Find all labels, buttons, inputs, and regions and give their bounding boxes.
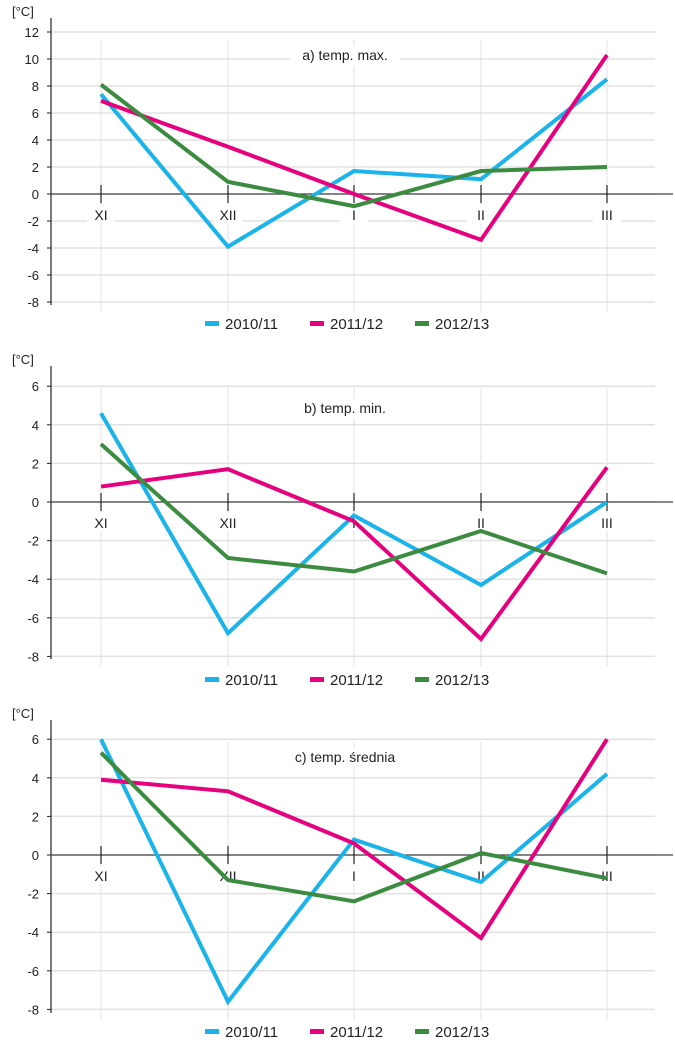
y-axis-label: [°C]: [12, 4, 34, 19]
x-tick-label: III: [601, 868, 613, 884]
x-label-bg: [87, 513, 115, 531]
title-bg: [290, 46, 400, 66]
x-tick-label: I: [352, 207, 356, 223]
x-label-bg: [593, 866, 621, 884]
y-tick-label: 2: [32, 456, 39, 471]
x-tick-label: XII: [219, 207, 236, 223]
legend-label: 2012/13: [435, 316, 489, 333]
x-label-bg: [467, 205, 495, 223]
y-tick-label: -4: [27, 241, 39, 256]
legend-swatch: [310, 677, 324, 682]
x-tick-label: III: [601, 515, 613, 531]
legend-label: 2010/11: [225, 316, 278, 333]
y-axis-label: [°C]: [12, 706, 34, 721]
chart-title: a) temp. max.: [302, 47, 388, 63]
y-tick-label: 6: [32, 106, 39, 121]
legend-swatch: [415, 321, 429, 326]
chart-title: c) temp. średnia: [295, 749, 396, 765]
y-tick-label: 8: [32, 79, 39, 94]
x-label-bg: [467, 513, 495, 531]
y-axis-label: [°C]: [12, 352, 34, 367]
legend-label: 2010/11: [225, 1024, 278, 1041]
y-tick-label: -4: [27, 572, 39, 587]
legend-swatch: [205, 321, 219, 326]
y-tick-label: 4: [32, 418, 39, 433]
x-tick-label: III: [601, 207, 613, 223]
y-tick-label: 4: [32, 133, 39, 148]
y-tick-label: -8: [27, 295, 39, 310]
legend-swatch: [415, 677, 429, 682]
y-tick-label: 6: [32, 732, 39, 747]
y-tick-label: -2: [27, 534, 39, 549]
x-tick-label: XII: [219, 515, 236, 531]
y-tick-label: -6: [27, 611, 39, 626]
legend-label: 2010/11: [225, 672, 278, 689]
x-label-bg: [593, 205, 621, 223]
x-label-bg: [593, 513, 621, 531]
y-tick-label: 0: [32, 495, 39, 510]
y-tick-label: 12: [25, 25, 39, 40]
y-tick-label: -2: [27, 214, 39, 229]
legend-label: 2011/12: [330, 1024, 383, 1041]
y-tick-label: 10: [25, 52, 39, 67]
y-tick-label: 4: [32, 771, 39, 786]
y-tick-label: 2: [32, 160, 39, 175]
x-tick-label: I: [352, 868, 356, 884]
x-tick-label: II: [477, 868, 485, 884]
title-bg: [290, 399, 400, 419]
y-tick-label: -4: [27, 925, 39, 940]
y-tick-label: -2: [27, 887, 39, 902]
legend-swatch: [310, 1029, 324, 1034]
legend-label: 2011/12: [330, 672, 383, 689]
x-label-bg: [87, 866, 115, 884]
x-tick-label: XI: [94, 515, 107, 531]
y-tick-label: 0: [32, 187, 39, 202]
x-tick-label: XI: [94, 207, 107, 223]
chart-title: b) temp. min.: [304, 400, 386, 416]
x-tick-label: II: [477, 207, 485, 223]
y-tick-label: 6: [32, 379, 39, 394]
legend-label: 2012/13: [435, 1024, 489, 1041]
y-tick-label: 0: [32, 848, 39, 863]
title-bg: [279, 748, 411, 768]
x-tick-label: II: [477, 515, 485, 531]
y-tick-label: -6: [27, 964, 39, 979]
x-tick-label: XI: [94, 868, 107, 884]
legend-swatch: [205, 677, 219, 682]
legend-label: 2011/12: [330, 316, 383, 333]
y-tick-label: -8: [27, 649, 39, 664]
x-label-bg: [214, 513, 242, 531]
y-tick-label: -6: [27, 268, 39, 283]
x-label-bg: [340, 205, 368, 223]
legend-label: 2012/13: [435, 672, 489, 689]
legend-swatch: [310, 321, 324, 326]
y-tick-label: -8: [27, 1002, 39, 1017]
x-label-bg: [87, 205, 115, 223]
legend-swatch: [205, 1029, 219, 1034]
x-label-bg: [340, 866, 368, 884]
legend-swatch: [415, 1029, 429, 1034]
y-tick-label: 2: [32, 809, 39, 824]
x-label-bg: [214, 205, 242, 223]
